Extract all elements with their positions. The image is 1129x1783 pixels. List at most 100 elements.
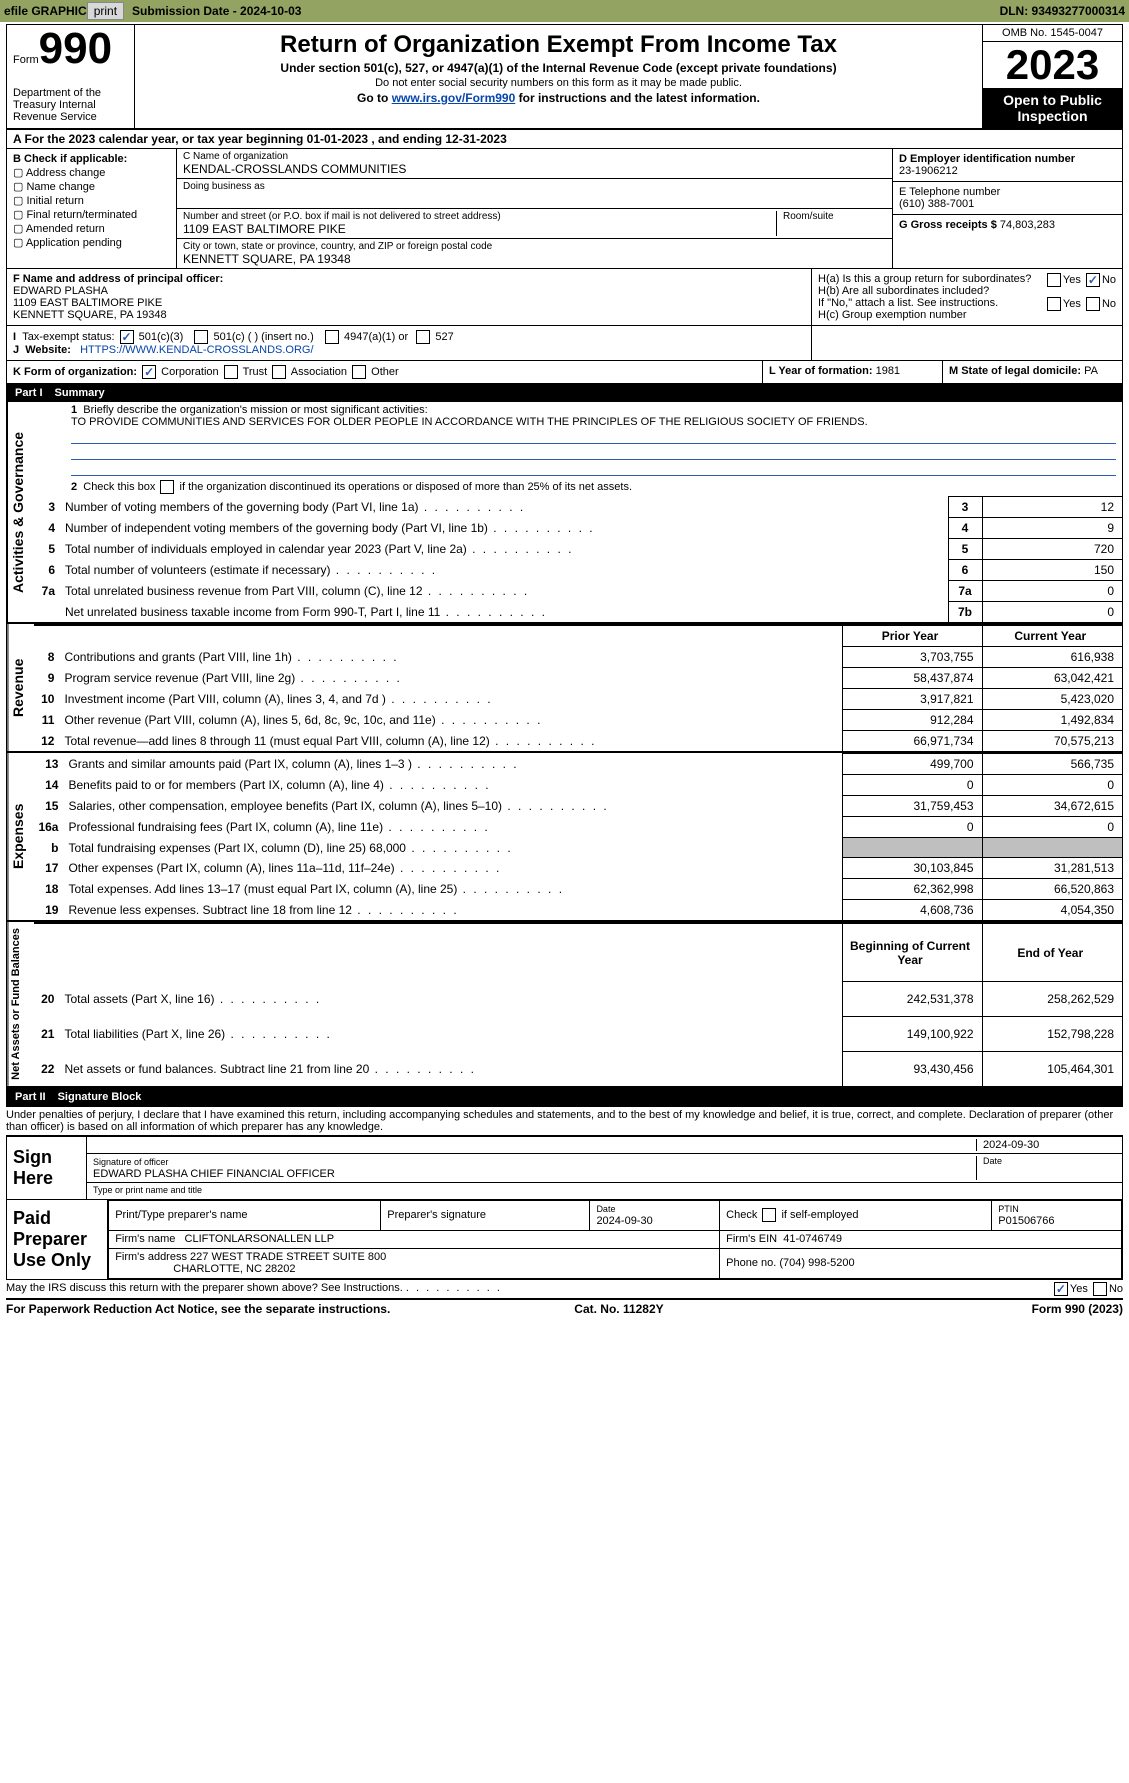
discuss-no[interactable] (1093, 1282, 1107, 1296)
revenue-section: Revenue Prior YearCurrent Year8Contribut… (7, 624, 1122, 753)
box-h: H(a) Is this a group return for subordin… (812, 269, 1122, 325)
chk-corporation[interactable] (142, 365, 156, 379)
hb-no[interactable] (1086, 297, 1100, 311)
dln-label: DLN: 93493277000314 (1000, 4, 1125, 18)
form-990: Form990 Department of the Treasury Inter… (6, 24, 1123, 1107)
form-subtitle-1: Under section 501(c), 527, or 4947(a)(1)… (141, 61, 976, 75)
addr-caption: Number and street (or P.O. box if mail i… (183, 211, 776, 222)
chk-4947[interactable] (325, 330, 339, 344)
ha-no[interactable] (1086, 273, 1100, 287)
form-header: Form990 Department of the Treasury Inter… (7, 25, 1122, 130)
city-caption: City or town, state or province, country… (183, 241, 886, 252)
hb-label: H(b) Are all subordinates included? (818, 285, 989, 297)
vlabel-activities: Activities & Governance (7, 402, 35, 622)
chk-501c3[interactable] (120, 330, 134, 344)
q2-label: Check this box if the organization disco… (83, 481, 632, 493)
chk-application-pending[interactable]: Application pending (13, 236, 170, 249)
box-b: B Check if applicable: Address change Na… (7, 149, 177, 268)
ha-yes[interactable] (1047, 273, 1061, 287)
discuss-row: May the IRS discuss this return with the… (6, 1282, 1123, 1300)
officer-name: EDWARD PLASHA (13, 285, 805, 297)
tax-exempt-status: I Tax-exempt status: 501(c)(3) 501(c) ( … (7, 326, 812, 360)
chk-address-change[interactable]: Address change (13, 166, 170, 179)
chk-discontinued[interactable] (160, 480, 174, 494)
chk-501c[interactable] (194, 330, 208, 344)
dept-treasury: Department of the Treasury Internal Reve… (13, 87, 128, 123)
omb-number: OMB No. 1545-0047 (983, 25, 1122, 42)
preparer-sig-cap: Preparer's signature (381, 1200, 590, 1230)
row-k-l-m: K Form of organization: Corporation Trus… (7, 361, 1122, 384)
table-activities: 3Number of voting members of the governi… (35, 496, 1122, 622)
tax-year: 2023 (983, 42, 1122, 88)
form-number: 990 (39, 24, 112, 73)
print-button[interactable]: print (87, 2, 124, 20)
box-f: F Name and address of principal officer:… (7, 269, 812, 325)
box-c: C Name of organization KENDAL-CROSSLANDS… (177, 149, 892, 268)
table-expenses: 13Grants and similar amounts paid (Part … (34, 753, 1122, 920)
top-toolbar: efile GRAPHIC print Submission Date - 20… (0, 0, 1129, 22)
room-caption: Room/suite (783, 211, 886, 222)
form-of-org-label: K Form of organization: (13, 366, 137, 378)
irs-link[interactable]: www.irs.gov/Form990 (392, 91, 516, 105)
net-assets-section: Net Assets or Fund Balances Beginning of… (7, 922, 1122, 1088)
open-to-public: Open to Public Inspection (983, 88, 1122, 128)
hb-yes[interactable] (1047, 297, 1061, 311)
section-b-c-d: B Check if applicable: Address change Na… (7, 149, 1122, 269)
cat-no: Cat. No. 11282Y (574, 1302, 663, 1316)
row-i-j: I Tax-exempt status: 501(c)(3) 501(c) ( … (7, 326, 1122, 361)
chk-final-return[interactable]: Final return/terminated (13, 208, 170, 221)
chk-name-change[interactable]: Name change (13, 180, 170, 193)
form-id-block: Form990 Department of the Treasury Inter… (7, 25, 135, 128)
gross-receipts: 74,803,283 (1000, 219, 1055, 231)
efile-label: efile GRAPHIC (4, 4, 87, 18)
form-word: Form (13, 54, 39, 66)
year-block: OMB No. 1545-0047 2023 Open to Public In… (982, 25, 1122, 128)
year-formation: 1981 (876, 365, 900, 377)
pra-notice: For Paperwork Reduction Act Notice, see … (6, 1302, 390, 1316)
ptin-value: P01506766 (998, 1215, 1054, 1227)
part-1-header: Part I Summary (7, 384, 1122, 402)
form-footer: Form 990 (2023) (1032, 1302, 1123, 1316)
ein-value: 23-1906212 (899, 165, 1116, 177)
row-a-period: A For the 2023 calendar year, or tax yea… (7, 130, 1122, 149)
org-name: KENDAL-CROSSLANDS COMMUNITIES (183, 162, 886, 176)
officer-addr1: 1109 EAST BALTIMORE PIKE (13, 297, 805, 309)
chk-initial-return[interactable]: Initial return (13, 194, 170, 207)
activities-governance: Activities & Governance 1 Briefly descri… (7, 402, 1122, 624)
chk-amended-return[interactable]: Amended return (13, 222, 170, 235)
form-subtitle-3: Go to www.irs.gov/Form990 for instructio… (141, 91, 976, 105)
self-employed-check: Check if self-employed (720, 1200, 992, 1230)
phone-caption: E Telephone number (899, 186, 1116, 198)
box-d-e-g: D Employer identification number 23-1906… (892, 149, 1122, 268)
vlabel-expenses: Expenses (7, 753, 34, 920)
paid-preparer-block: Paid Preparer Use Only Print/Type prepar… (6, 1200, 1123, 1280)
phone-value: (610) 388-7001 (899, 198, 1116, 210)
officer-addr2: KENNETT SQUARE, PA 19348 (13, 309, 805, 321)
firm-addr1: 227 WEST TRADE STREET SUITE 800 (190, 1251, 386, 1263)
dba-caption: Doing business as (183, 181, 886, 192)
chk-other[interactable] (352, 365, 366, 379)
ha-label: H(a) Is this a group return for subordin… (818, 273, 1031, 285)
website-link[interactable]: HTTPS://WWW.KENDAL-CROSSLANDS.ORG/ (80, 344, 313, 356)
row-f-h: F Name and address of principal officer:… (7, 269, 1122, 326)
perjury-statement: Under penalties of perjury, I declare th… (6, 1109, 1123, 1133)
part-2-header: Part II Signature Block (7, 1088, 1122, 1106)
firm-addr2: CHARLOTTE, NC 28202 (173, 1263, 295, 1275)
discuss-yes[interactable] (1054, 1282, 1068, 1296)
chk-trust[interactable] (224, 365, 238, 379)
ein-caption: D Employer identification number (899, 153, 1116, 165)
table-revenue: Prior YearCurrent Year8Contributions and… (34, 624, 1122, 751)
box-b-title: B Check if applicable: (13, 153, 170, 165)
street-address: 1109 EAST BALTIMORE PIKE (183, 222, 776, 236)
firm-phone: (704) 998-5200 (779, 1257, 854, 1269)
expenses-section: Expenses 13Grants and similar amounts pa… (7, 753, 1122, 922)
sign-here-block: Sign Here 2024-09-30 Signature of office… (6, 1135, 1123, 1200)
org-name-caption: C Name of organization (183, 151, 886, 162)
preparer-date: 2024-09-30 (596, 1215, 652, 1227)
state-domicile: PA (1084, 365, 1098, 377)
page-footer: For Paperwork Reduction Act Notice, see … (6, 1302, 1123, 1316)
chk-association[interactable] (272, 365, 286, 379)
officer-signature-name: EDWARD PLASHA CHIEF FINANCIAL OFFICER (93, 1168, 335, 1180)
chk-527[interactable] (416, 330, 430, 344)
officer-caption: F Name and address of principal officer: (13, 273, 805, 285)
